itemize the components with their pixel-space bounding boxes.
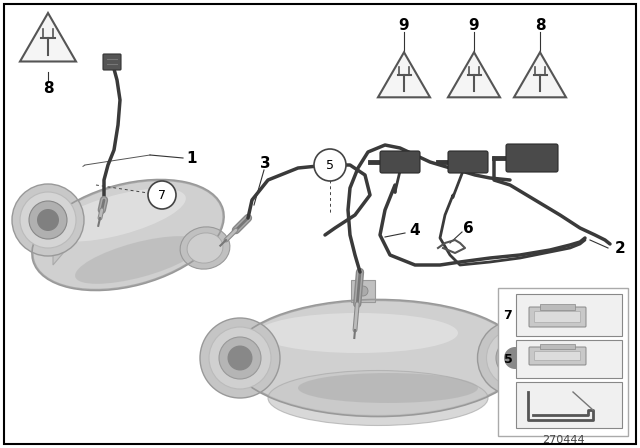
Ellipse shape	[219, 337, 261, 379]
Ellipse shape	[209, 327, 271, 389]
Ellipse shape	[187, 233, 223, 263]
Bar	[516, 294, 622, 336]
Bar	[516, 340, 622, 378]
Ellipse shape	[200, 318, 280, 398]
Ellipse shape	[358, 286, 368, 296]
Bar	[516, 382, 622, 428]
Polygon shape	[448, 52, 500, 97]
Ellipse shape	[268, 370, 488, 426]
Text: 8: 8	[534, 17, 545, 33]
Ellipse shape	[180, 227, 230, 269]
Ellipse shape	[12, 184, 84, 256]
Text: 1: 1	[187, 151, 197, 165]
Text: 6: 6	[463, 220, 474, 236]
Text: 7: 7	[158, 189, 166, 202]
Polygon shape	[514, 52, 566, 97]
FancyBboxPatch shape	[529, 307, 586, 327]
Ellipse shape	[50, 189, 186, 241]
Text: 7: 7	[504, 309, 513, 322]
Ellipse shape	[486, 329, 543, 387]
Text: 5: 5	[326, 159, 334, 172]
FancyBboxPatch shape	[506, 144, 558, 172]
Circle shape	[314, 149, 346, 181]
Polygon shape	[53, 202, 76, 265]
Text: 5: 5	[504, 353, 513, 366]
Text: 4: 4	[410, 223, 420, 237]
Ellipse shape	[496, 339, 534, 377]
Ellipse shape	[233, 301, 523, 415]
FancyBboxPatch shape	[540, 304, 575, 310]
Circle shape	[148, 181, 176, 209]
Text: 2: 2	[614, 241, 625, 255]
Text: 9: 9	[468, 17, 479, 33]
FancyBboxPatch shape	[529, 347, 586, 365]
Ellipse shape	[37, 209, 59, 231]
FancyBboxPatch shape	[103, 54, 121, 70]
FancyBboxPatch shape	[534, 352, 580, 361]
FancyBboxPatch shape	[540, 344, 575, 349]
FancyBboxPatch shape	[534, 311, 580, 323]
Ellipse shape	[75, 236, 201, 284]
Polygon shape	[20, 13, 76, 61]
Ellipse shape	[20, 192, 76, 248]
Ellipse shape	[298, 373, 478, 403]
Ellipse shape	[477, 320, 552, 396]
Ellipse shape	[258, 313, 458, 353]
FancyBboxPatch shape	[380, 151, 420, 173]
Text: 8: 8	[43, 81, 53, 95]
Ellipse shape	[29, 201, 67, 239]
Polygon shape	[378, 52, 430, 97]
Text: 270444: 270444	[541, 435, 584, 445]
Ellipse shape	[33, 181, 223, 289]
Ellipse shape	[227, 345, 253, 370]
FancyBboxPatch shape	[351, 280, 375, 302]
Text: 3: 3	[260, 155, 270, 171]
Bar	[498, 288, 628, 436]
Text: 9: 9	[399, 17, 410, 33]
FancyBboxPatch shape	[448, 151, 488, 173]
Ellipse shape	[504, 347, 526, 369]
